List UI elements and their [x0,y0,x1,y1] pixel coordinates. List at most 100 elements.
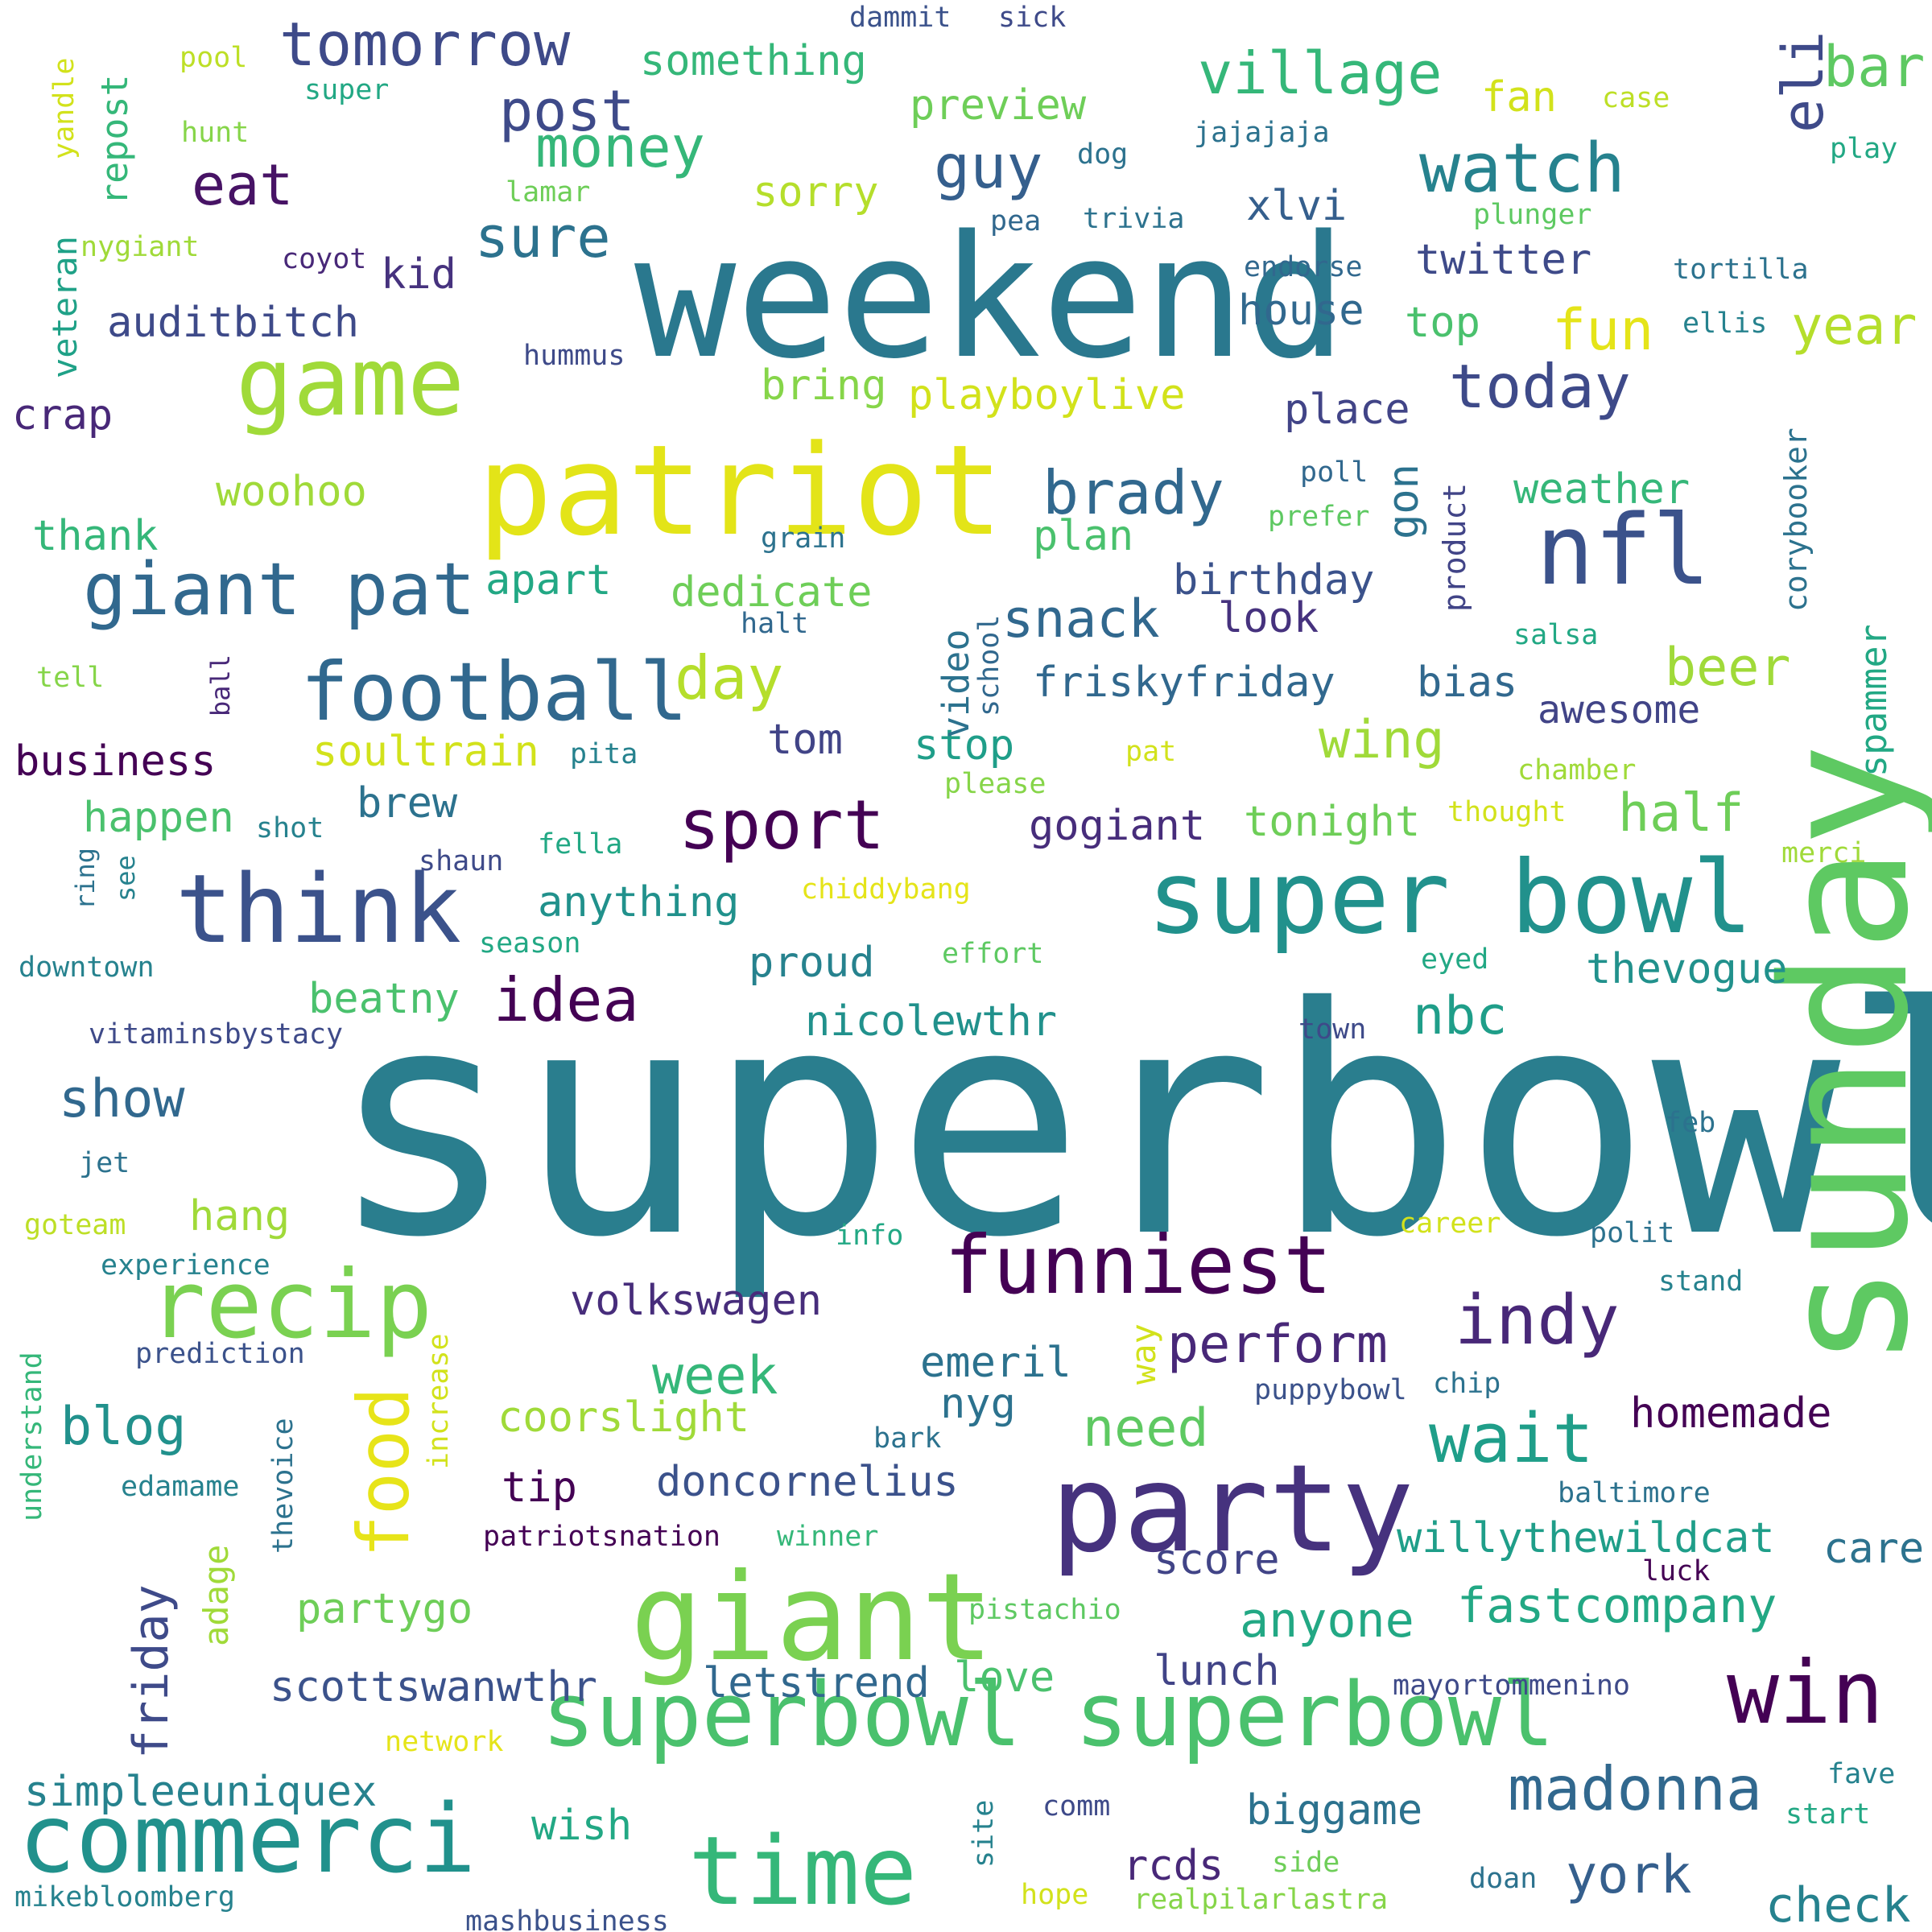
word-understand: understand [16,1352,48,1521]
word-think: think [175,853,462,964]
word-auditbitch: auditbitch [107,299,360,347]
word-twitter: twitter [1415,236,1592,284]
word-party: party [1051,1439,1414,1579]
word-start: start [1785,1798,1871,1831]
word-super: super [304,74,390,106]
word-snack: snack [1002,589,1160,650]
word-shot: shot [256,812,324,844]
word-xlvi: xlvi [1246,182,1348,230]
word-business: business [14,737,217,786]
word-realpilarlastra: realpilarlastra [1133,1884,1389,1916]
word-house: house [1238,287,1364,335]
word-vitaminsbystacy: vitaminsbystacy [89,1018,344,1051]
word-stop: stop [914,721,1015,770]
word-soultrain: soultrain [312,728,539,776]
word-halt: halt [741,608,809,640]
word-mashbusiness: mashbusiness [465,1905,669,1932]
word-playboylive: playboylive [908,371,1186,419]
word-fan: fan [1481,73,1557,122]
word-eli: eli [1770,31,1836,133]
word-check: check [1765,1877,1911,1932]
word-hummus: hummus [523,340,625,372]
word-prediction: prediction [135,1338,305,1370]
word-superbowl: superbowl [328,940,1932,1306]
word-plunger: plunger [1473,199,1592,231]
word-time: time [688,1815,918,1926]
word-pita: pita [570,738,638,770]
word-winner: winner [777,1521,879,1553]
word-gon: gon [1380,464,1428,539]
word-school: school [973,614,1005,716]
word-ellis: ellis [1682,308,1768,340]
word-biggame: biggame [1246,1786,1423,1835]
word-jet: jet [79,1147,130,1179]
word-trivia: trivia [1083,203,1185,235]
word-pistachio: pistachio [968,1594,1121,1626]
word-way: way [1124,1323,1163,1385]
word-nbc: nbc [1413,986,1508,1046]
word-hunt: hunt [181,117,250,149]
word-doncornelius: doncornelius [656,1458,959,1506]
word-coyot: coyot [282,243,367,275]
word-fastcompany: fastcompany [1457,1578,1777,1634]
word-post: post [499,78,635,144]
word-network: network [385,1726,504,1758]
word-emeril: emeril [920,1339,1071,1387]
word-downtown: downtown [19,952,155,984]
word-watch: watch [1419,129,1625,208]
word-volkswagen: volkswagen [570,1277,823,1325]
word-product: product [1437,482,1472,612]
word-feb: feb [1665,1107,1716,1139]
word-preview: preview [910,81,1087,130]
word-bar: bar [1823,34,1926,100]
word-please: please [944,768,1046,800]
word-sure: sure [475,204,611,270]
word-football: football [300,645,688,739]
word-case: case [1602,82,1670,114]
word-lamar: lamar [506,176,591,208]
word-score: score [1154,1536,1280,1584]
word-week: week [652,1346,778,1406]
word-anything: anything [538,878,740,927]
word-coorslight: coorslight [497,1393,750,1442]
word-fun: fun [1552,297,1654,363]
word-half: half [1618,783,1744,844]
word-edamame: edamame [121,1471,240,1503]
word-indy: indy [1455,1281,1620,1360]
word-patriotsnation: patriotsnation [483,1521,721,1553]
word-puppybowl: puppybowl [1254,1374,1407,1406]
word-year: year [1791,296,1918,357]
word-dammit: dammit [849,2,952,34]
word-baltimore: baltimore [1558,1477,1711,1509]
word-veteran: veteran [45,235,85,378]
word-weather: weather [1513,465,1690,514]
word-york: york [1566,1845,1692,1905]
word-super-bowl: super bowl [1147,840,1753,956]
word-superbowl-superbowl: superbowl superbowl [542,1663,1555,1766]
word-sport: sport [679,786,885,865]
word-funniest: funniest [944,1218,1332,1312]
word-stand: stand [1658,1265,1744,1298]
word-grain: grain [761,522,846,555]
word-info: info [836,1220,904,1252]
word-jajajaja: jajajaja [1194,117,1330,149]
word-top: top [1405,299,1480,347]
word-play: play [1830,133,1898,165]
word-wish: wish [531,1802,633,1850]
word-season: season [479,927,581,960]
word-scottswanwthr: scottswanwthr [270,1663,597,1711]
word-town: town [1298,1013,1367,1046]
word-food: food [342,1387,425,1558]
word-side: side [1272,1847,1340,1879]
word-look: look [1218,594,1319,642]
word-shaun: shaun [419,845,504,877]
word-nfl: nfl [1536,495,1711,607]
word-tortilla: tortilla [1673,254,1809,286]
word-tomorrow: tomorrow [279,9,571,80]
word-pat: pat [1125,736,1177,768]
word-mikebloomberg: mikebloomberg [14,1881,235,1913]
word-video: video [935,629,977,738]
word-something: something [640,37,867,85]
word-homemade: homemade [1630,1389,1832,1438]
